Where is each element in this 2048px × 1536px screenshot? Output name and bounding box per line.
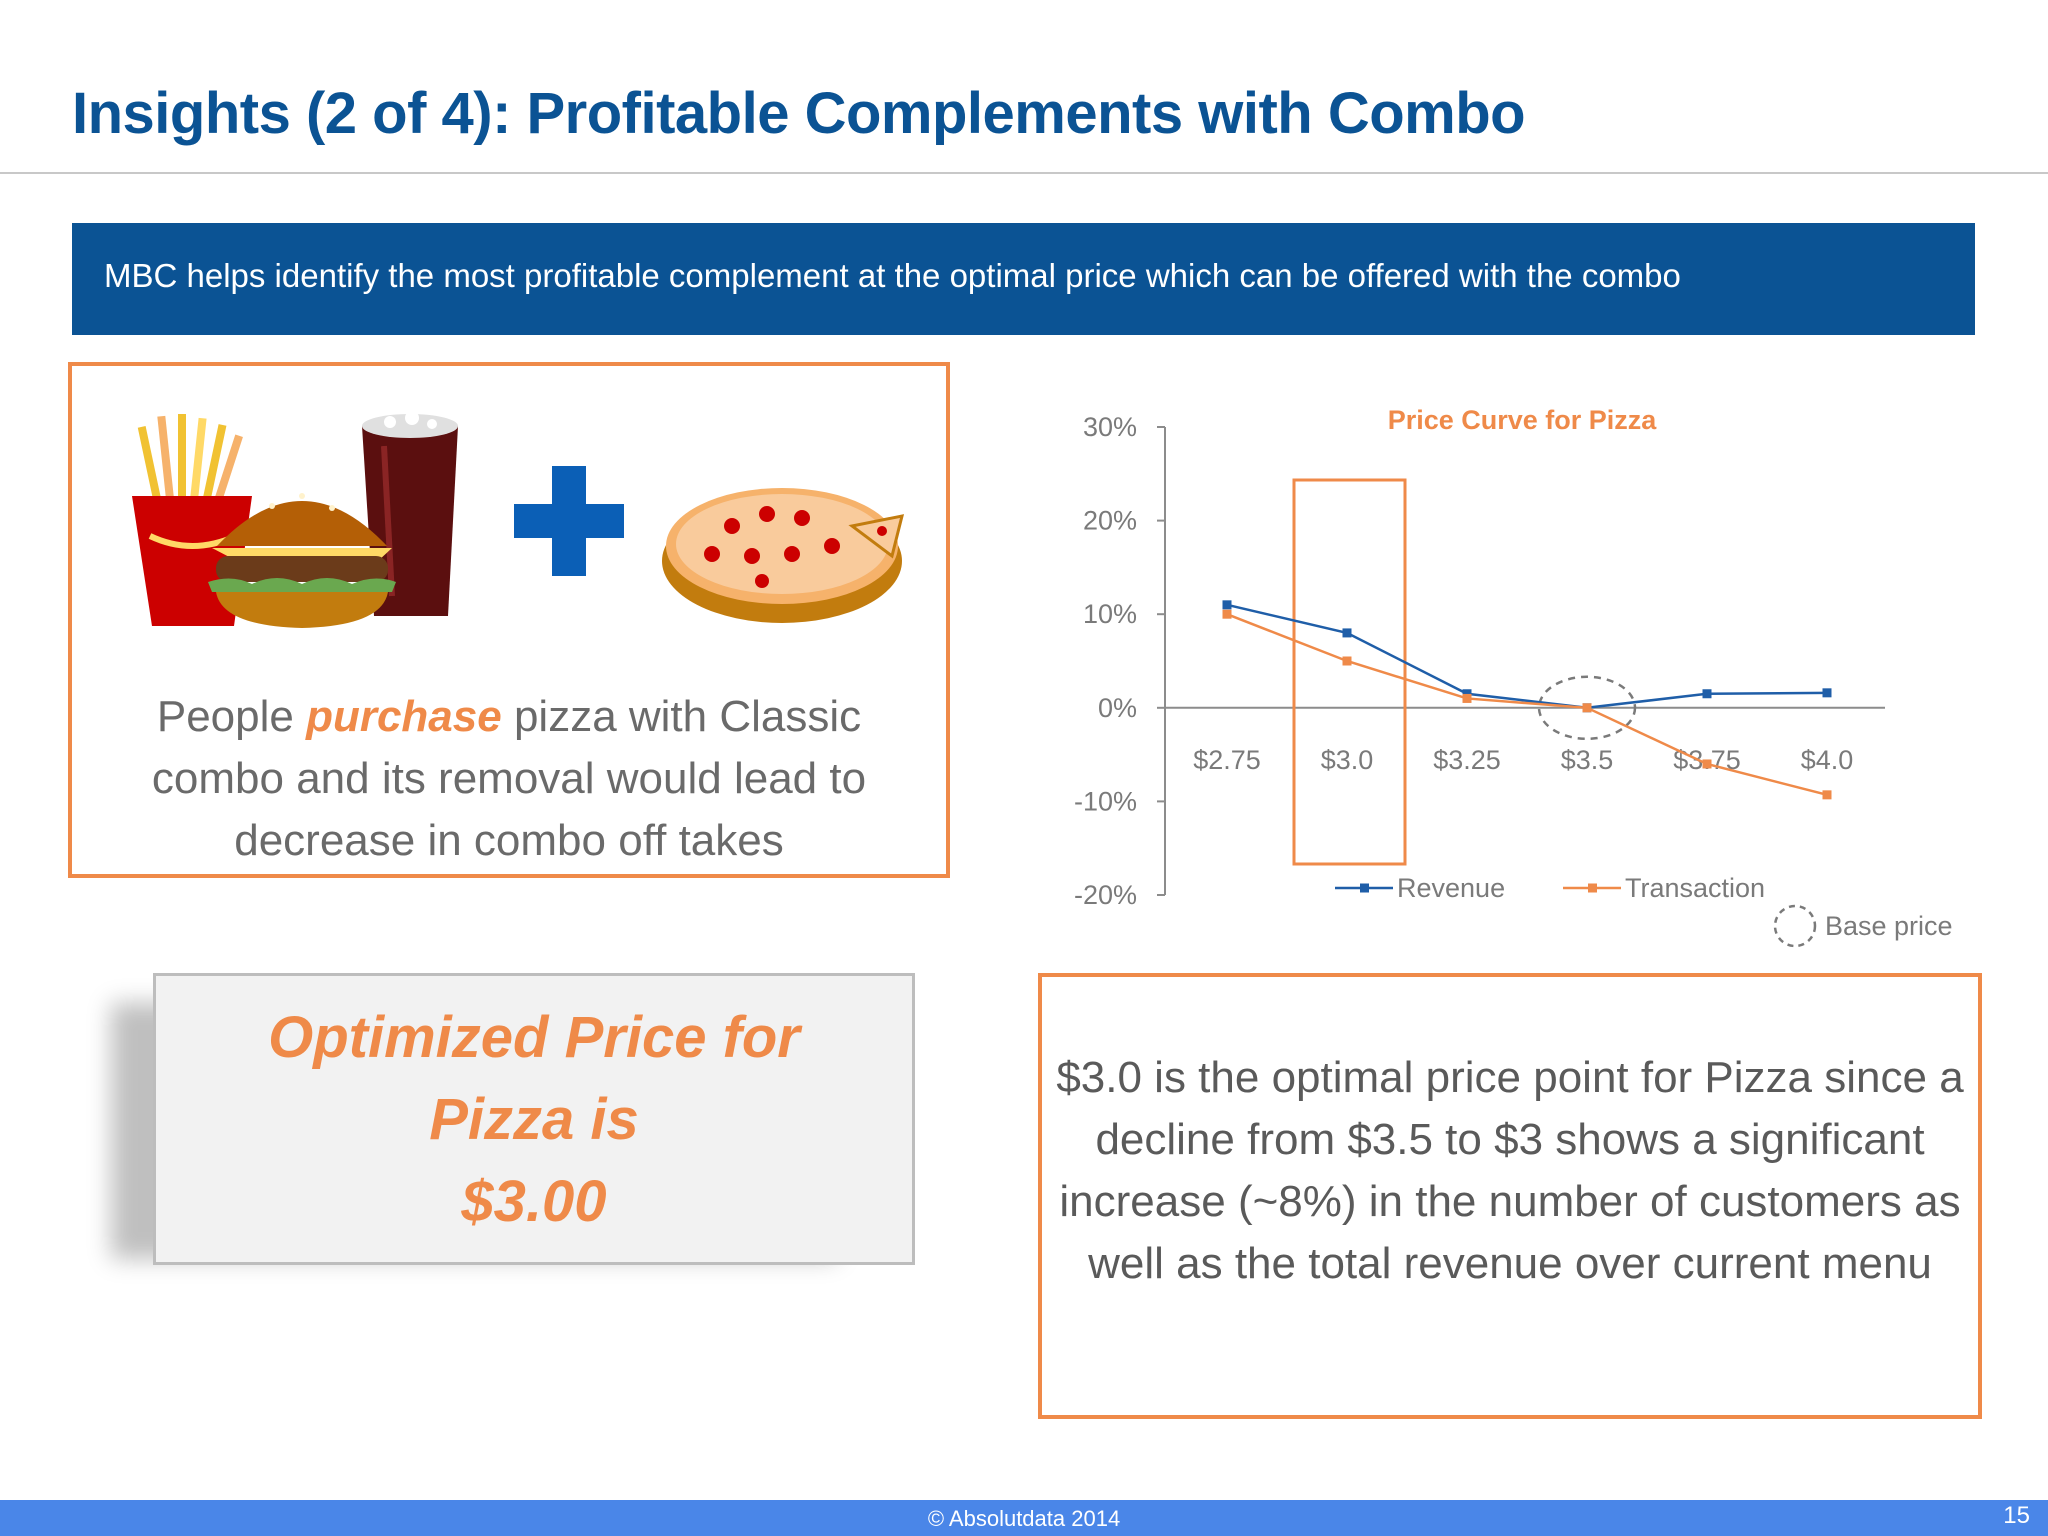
data-point-revenue — [1222, 600, 1232, 610]
chart-layer: Price Curve for Pizza 30% 20% 10% 0% -10% -20%… — [1074, 405, 1953, 948]
title-divider — [0, 172, 2048, 174]
combo-text-prefix: People — [156, 692, 307, 741]
y-tick-label: 30% — [1083, 412, 1137, 442]
base-price-marker — [1537, 675, 1637, 741]
legend-marker-revenue — [1360, 883, 1369, 893]
y-tick-label: 0% — [1098, 693, 1137, 723]
data-point-revenue — [1822, 688, 1832, 698]
data-point-revenue — [1342, 628, 1352, 638]
data-point-transaction — [1222, 609, 1232, 619]
data-point-transaction — [1462, 693, 1472, 703]
data-point-revenue — [1702, 689, 1712, 699]
combo-panel: People purchase pizza with Classic combo… — [68, 362, 950, 878]
slide-title: Insights (2 of 4): Profitable Complement… — [72, 81, 1526, 146]
combo-panel-text: People purchase pizza with Classic combo… — [92, 686, 926, 872]
x-tick-label: $2.75 — [1193, 745, 1261, 775]
base-price-legend-icon — [1773, 904, 1817, 948]
price-curve-svg: Price Curve for Pizza 30% 20% 10% 0% -10% -20%… — [1074, 405, 1953, 948]
burger-icon — [208, 493, 396, 628]
chart-title: Price Curve for Pizza — [1388, 405, 1658, 435]
y-tick-label: -10% — [1074, 786, 1137, 816]
data-point-transaction — [1582, 703, 1592, 713]
footer-bar: © Absolutdata 2014 15 — [0, 1500, 2048, 1536]
x-tick-label: $4.0 — [1801, 745, 1854, 775]
footer-copyright: © Absolutdata 2014 — [927, 1506, 1121, 1531]
optimized-price-value: $3.00 — [461, 1169, 607, 1234]
x-tick-label: $3.5 — [1561, 745, 1614, 775]
optimized-price-box: Optimized Price for Pizza is $3.00 — [153, 973, 915, 1265]
y-tick-label: -20% — [1074, 880, 1137, 910]
x-tick-label: $3.0 — [1321, 745, 1374, 775]
legend-label-revenue: Revenue — [1397, 873, 1505, 903]
data-point-transaction — [1822, 790, 1832, 800]
base-price-legend-label: Base price — [1825, 911, 1953, 941]
summary-banner-text: MBC helps identify the most profitable c… — [104, 257, 1681, 294]
legend-label-transaction: Transaction — [1625, 873, 1765, 903]
series-line-transaction — [1226, 613, 1828, 797]
summary-banner: MBC helps identify the most profitable c… — [72, 223, 1975, 335]
y-tick-label: 20% — [1083, 506, 1137, 536]
combo-text-suffix: pizza with Classic combo and its removal… — [151, 692, 867, 865]
optimized-price-line2: Pizza is — [429, 1087, 639, 1152]
x-tick-label: $3.25 — [1433, 745, 1501, 775]
data-point-transaction — [1702, 759, 1712, 769]
y-tick-label: 10% — [1083, 599, 1137, 629]
plus-icon — [514, 466, 624, 576]
optimal-price-explanation-text: $3.0 is the optimal price point for Pizz… — [1056, 1053, 1964, 1288]
data-point-revenue — [1462, 689, 1472, 699]
page-number: 15 — [2003, 1502, 2030, 1529]
series-line-revenue — [1226, 603, 1828, 710]
price-curve-chart: Price Curve for Pizza 30% 20% 10% 0% -10% -20%… — [1040, 380, 1980, 960]
legend-marker-transaction — [1588, 883, 1597, 893]
combo-food-illustration — [132, 411, 905, 628]
data-point-transaction — [1342, 656, 1352, 666]
combo-text-emphasis: purchase — [306, 692, 502, 741]
optimal-price-explanation: $3.0 is the optimal price point for Pizz… — [1038, 973, 1982, 1419]
optimized-price-line1: Optimized Price for — [268, 1005, 800, 1070]
optimal-price-highlight — [1292, 478, 1407, 866]
pizza-icon — [662, 488, 905, 623]
